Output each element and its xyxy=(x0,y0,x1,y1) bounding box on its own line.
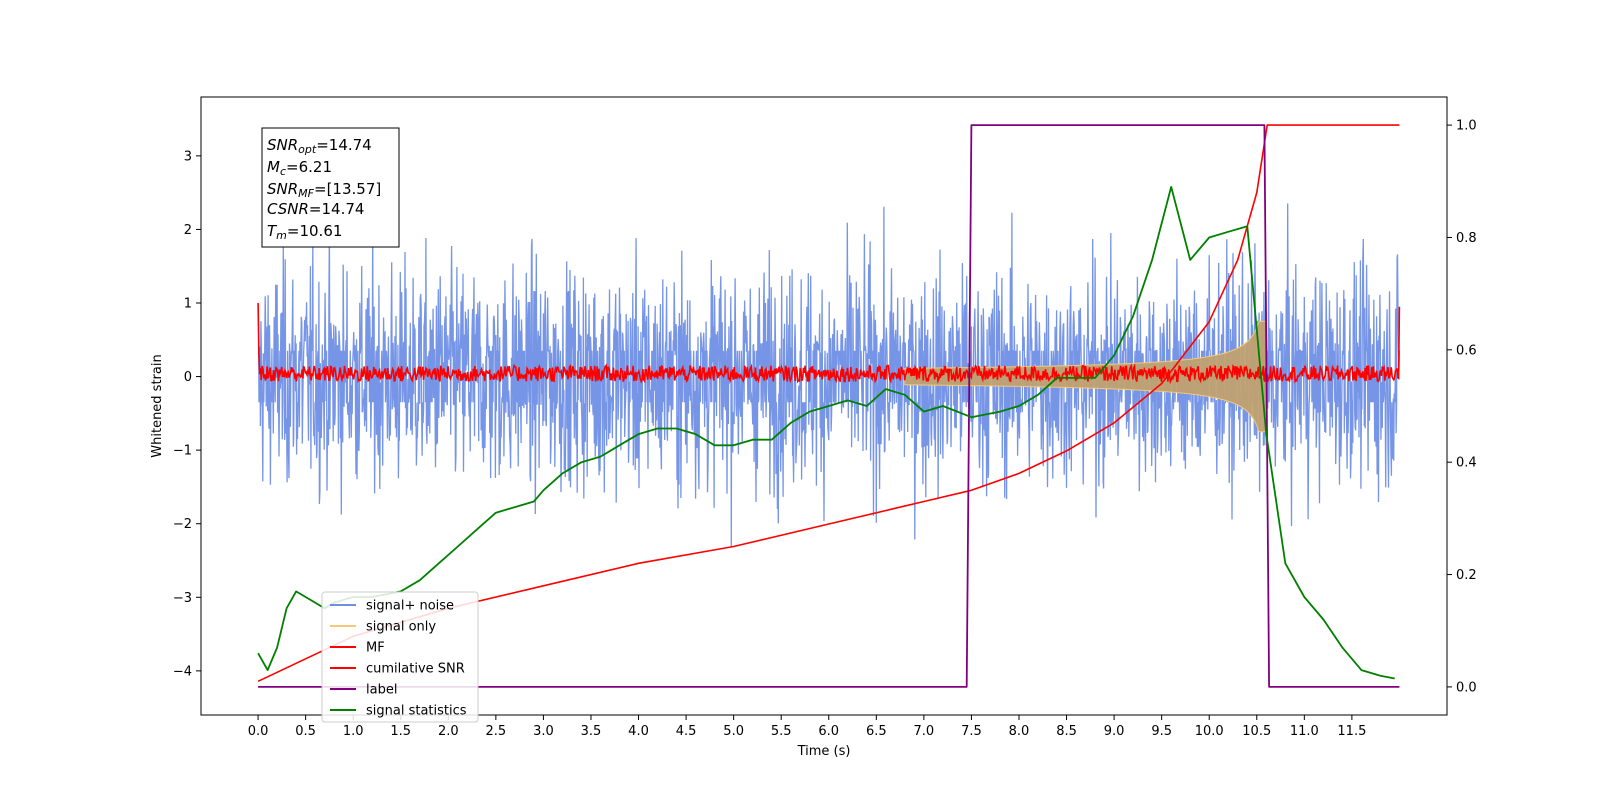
series-signal-noise-line xyxy=(257,203,1401,548)
x-tick-label: 2.5 xyxy=(486,724,507,739)
annotation-csnr: CSNR=14.74 xyxy=(267,200,364,218)
legend: signal+ noise signal only MF cumilative SNR… xyxy=(321,591,479,723)
x-tick-label: 8.5 xyxy=(1056,724,1077,739)
legend-label: signal+ noise xyxy=(366,599,454,614)
y-tick-label: 1 xyxy=(184,297,192,312)
y-axis-left: 3 2 1 0 −1 −2 −3 −4 xyxy=(173,149,201,679)
stats-annotation-box: SNRopt=14.74 Mc=6.21 SNRMF=[13.57] CSNR=… xyxy=(261,127,400,248)
x-tick-label: 8.0 xyxy=(1009,724,1030,739)
y-axis-label: Whitened strain xyxy=(150,354,165,457)
annotation-frame xyxy=(261,127,400,248)
y-axis-right: 1.0 0.8 0.6 0.4 0.2 0.0 xyxy=(1447,119,1477,695)
x-tick-label: 9.5 xyxy=(1151,724,1172,739)
x-tick-label: 3.5 xyxy=(581,724,602,739)
x-tick-label: 10.0 xyxy=(1195,724,1224,739)
series-mf-line xyxy=(257,302,1401,385)
x-tick-label: 5.5 xyxy=(771,724,792,739)
x-tick-label: 11.5 xyxy=(1337,724,1366,739)
x-tick-label: 0.5 xyxy=(295,724,316,739)
series-layer xyxy=(257,124,1401,688)
legend-frame xyxy=(321,591,479,723)
x-tick-label: 6.0 xyxy=(818,724,839,739)
x-tick-label: 1.0 xyxy=(343,724,364,739)
y2-tick-label: 0.0 xyxy=(1456,680,1477,695)
y-tick-label: −2 xyxy=(173,517,192,532)
annotation-mc: Mc=6.21 xyxy=(267,158,332,178)
x-tick-label: 7.5 xyxy=(961,724,982,739)
y-tick-label: 0 xyxy=(184,370,192,385)
y-tick-label: 2 xyxy=(184,223,192,238)
x-tick-label: 10.5 xyxy=(1242,724,1271,739)
annotation-snr-opt: SNRopt=14.74 xyxy=(267,136,372,156)
plot-frame xyxy=(200,96,1448,716)
legend-label: label xyxy=(366,683,397,698)
x-tick-label: 3.0 xyxy=(533,724,554,739)
y2-tick-label: 0.8 xyxy=(1456,231,1477,246)
y-tick-label: −3 xyxy=(173,591,192,606)
y2-tick-label: 0.4 xyxy=(1456,456,1477,471)
y2-tick-label: 0.6 xyxy=(1456,343,1477,358)
x-tick-label: 4.0 xyxy=(628,724,649,739)
series-cumulative-snr-line xyxy=(257,124,1400,683)
x-tick-label: 7.0 xyxy=(914,724,935,739)
x-tick-label: 0.0 xyxy=(248,724,269,739)
series-label-line xyxy=(258,124,1400,688)
legend-label: signal statistics xyxy=(366,704,467,719)
x-tick-label: 6.5 xyxy=(866,724,887,739)
y-tick-label: −1 xyxy=(173,444,192,459)
legend-label: cumilative SNR xyxy=(366,662,465,677)
x-tick-label: 1.5 xyxy=(390,724,411,739)
y-tick-label: 3 xyxy=(184,149,192,164)
y-tick-label: −4 xyxy=(173,664,192,679)
legend-label: MF xyxy=(366,641,385,656)
y2-tick-label: 0.2 xyxy=(1456,568,1477,583)
y2-tick-label: 1.0 xyxy=(1456,119,1477,134)
x-tick-label: 5.0 xyxy=(723,724,744,739)
x-axis: 0.0 0.5 1.0 1.5 2.0 2.5 3.0 3.5 4.0 4.5 5.0 5.5 6.0 6… xyxy=(248,715,1366,739)
x-tick-label: 11.0 xyxy=(1290,724,1319,739)
x-axis-label: Time (s) xyxy=(797,744,851,759)
x-tick-label: 9.0 xyxy=(1104,724,1125,739)
annotation-snr-mf: SNRMF=[13.57] xyxy=(267,180,381,200)
x-tick-label: 2.0 xyxy=(438,724,459,739)
legend-label: signal only xyxy=(366,620,436,635)
x-tick-label: 4.5 xyxy=(676,724,697,739)
annotation-tm: Tm=10.61 xyxy=(267,222,342,242)
